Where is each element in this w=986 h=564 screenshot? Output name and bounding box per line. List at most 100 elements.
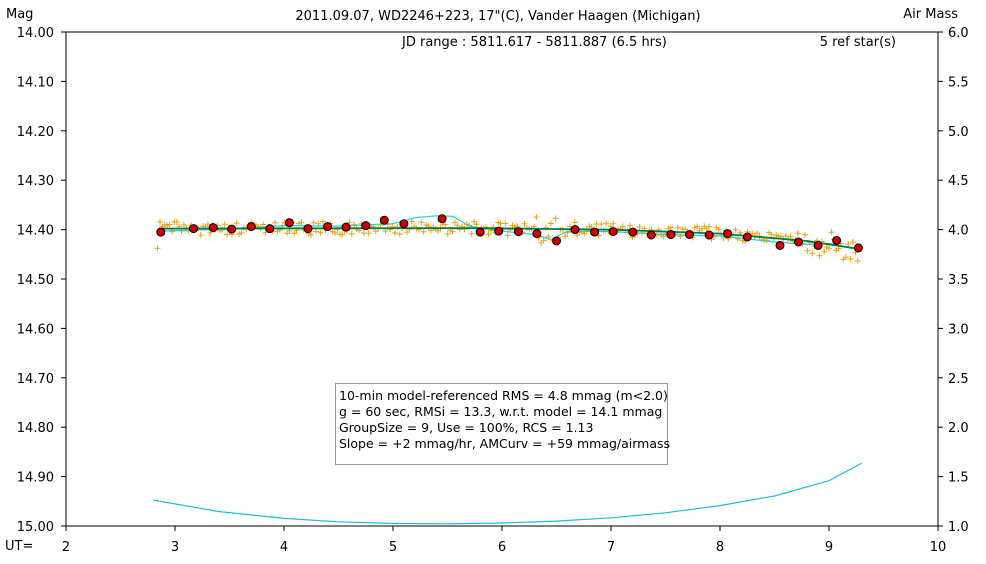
individual-point xyxy=(732,226,739,233)
y2-tick-label: 4.5 xyxy=(948,174,969,189)
individual-point xyxy=(485,231,492,238)
y-tick-label: 14.20 xyxy=(17,125,54,140)
binned-point xyxy=(361,221,371,231)
individual-point xyxy=(334,226,341,233)
airmass-series xyxy=(153,462,862,525)
individual-point xyxy=(627,222,633,229)
binned-point xyxy=(723,229,733,239)
individual-point xyxy=(442,221,449,228)
y-tick-label: 14.50 xyxy=(17,273,54,288)
binned-point xyxy=(379,215,389,225)
individual-point xyxy=(166,221,173,228)
y2-tick-label: 5.5 xyxy=(948,75,969,90)
x-tick-label: 4 xyxy=(280,540,288,555)
individual-point xyxy=(816,252,823,259)
individual-point xyxy=(706,223,713,230)
individual-point xyxy=(842,254,849,261)
binned-point xyxy=(475,227,485,237)
y2-tick-label: 2.5 xyxy=(948,372,969,387)
individual-point xyxy=(408,218,415,225)
individual-point xyxy=(850,239,856,246)
binned-point xyxy=(156,227,166,237)
individual-point xyxy=(674,224,681,231)
ref-stars-label: 5 ref star(s) xyxy=(820,35,896,50)
individual-point xyxy=(157,218,163,225)
y2-axis-label: Air Mass xyxy=(903,7,958,22)
x-tick-label: 2 xyxy=(62,540,70,555)
airmass-line xyxy=(153,462,862,525)
binned-point xyxy=(341,222,351,232)
individual-point xyxy=(521,220,528,227)
individual-point xyxy=(794,230,801,237)
individual-point xyxy=(154,245,161,252)
individual-point xyxy=(238,229,245,236)
binned-point xyxy=(794,237,803,247)
individual-point xyxy=(180,221,187,228)
individual-point xyxy=(562,233,569,240)
individual-point xyxy=(802,231,808,238)
y-tick-label: 14.00 xyxy=(17,26,54,41)
individual-point xyxy=(734,235,741,242)
individual-point xyxy=(552,215,559,222)
individual-point xyxy=(317,229,324,236)
y2-tick-label: 2.0 xyxy=(948,421,969,436)
individual-point xyxy=(598,221,605,228)
individual-point xyxy=(571,219,578,226)
individual-point xyxy=(677,233,684,240)
binned-point xyxy=(608,227,618,237)
individual-point xyxy=(310,219,317,226)
y2-tick-label: 3.0 xyxy=(948,322,969,337)
individual-point xyxy=(821,248,828,255)
y-tick-label: 14.70 xyxy=(17,372,54,387)
individual-point xyxy=(547,220,554,227)
y2-tick-label: 1.0 xyxy=(948,520,969,535)
individual-point xyxy=(845,241,852,248)
individual-point xyxy=(540,237,547,244)
stats-line-rms: 10-min model-referenced RMS = 4.8 mmag (… xyxy=(339,388,668,403)
individual-point xyxy=(308,231,314,238)
individual-point xyxy=(168,228,175,235)
y2-tick-label: 4.0 xyxy=(948,224,969,239)
individual-point xyxy=(809,250,816,257)
individual-point xyxy=(298,219,305,226)
y2-tick-label: 5.0 xyxy=(948,125,969,140)
stats-line-rmsi: g = 60 sec, RMSi = 13.3, w.r.t. model = … xyxy=(339,404,663,419)
individual-point xyxy=(583,227,590,234)
individual-point xyxy=(636,224,643,230)
stats-line-slope: Slope = +2 mmag/hr, AMCurv = +59 mmag/ai… xyxy=(339,436,671,451)
binned-point xyxy=(265,224,275,234)
binned-points xyxy=(156,214,863,253)
x-tick-label: 5 xyxy=(389,540,397,555)
axis-ticks: 2 3 4 5 6 7 8 9 10 14.00 14.10 14.20 14.30 14.40 14.50… xyxy=(17,26,969,555)
binned-point xyxy=(685,230,694,239)
binned-point xyxy=(570,225,580,235)
y-tick-label: 14.40 xyxy=(17,224,54,239)
chart-title: 2011.09.07, WD2246+223, 17"(C), Vander H… xyxy=(295,9,700,24)
binned-point xyxy=(832,236,842,245)
individual-point xyxy=(504,232,511,239)
x-tick-label: 8 xyxy=(716,540,724,555)
binned-point xyxy=(227,224,237,234)
binned-point xyxy=(666,230,676,239)
individual-point xyxy=(449,228,456,235)
individual-point xyxy=(396,231,403,238)
binned-point xyxy=(437,214,447,224)
individual-point xyxy=(420,228,427,235)
individual-point xyxy=(847,256,854,262)
binned-point xyxy=(853,243,863,253)
x-tick-label: 6 xyxy=(498,540,506,555)
individual-point xyxy=(619,223,626,230)
individual-point xyxy=(339,231,346,238)
individual-point xyxy=(173,219,180,225)
individual-point xyxy=(682,226,689,233)
individual-point xyxy=(233,220,240,227)
y2-tick-label: 3.5 xyxy=(948,273,969,288)
individual-point xyxy=(610,220,617,227)
individual-point xyxy=(468,230,475,237)
binned-point xyxy=(208,223,218,233)
y-tick-label: 14.30 xyxy=(17,174,54,189)
y-tick-label: 14.80 xyxy=(17,421,54,436)
stats-box: 10-min model-referenced RMS = 4.8 mmag (… xyxy=(335,383,671,465)
individual-point xyxy=(365,230,372,237)
